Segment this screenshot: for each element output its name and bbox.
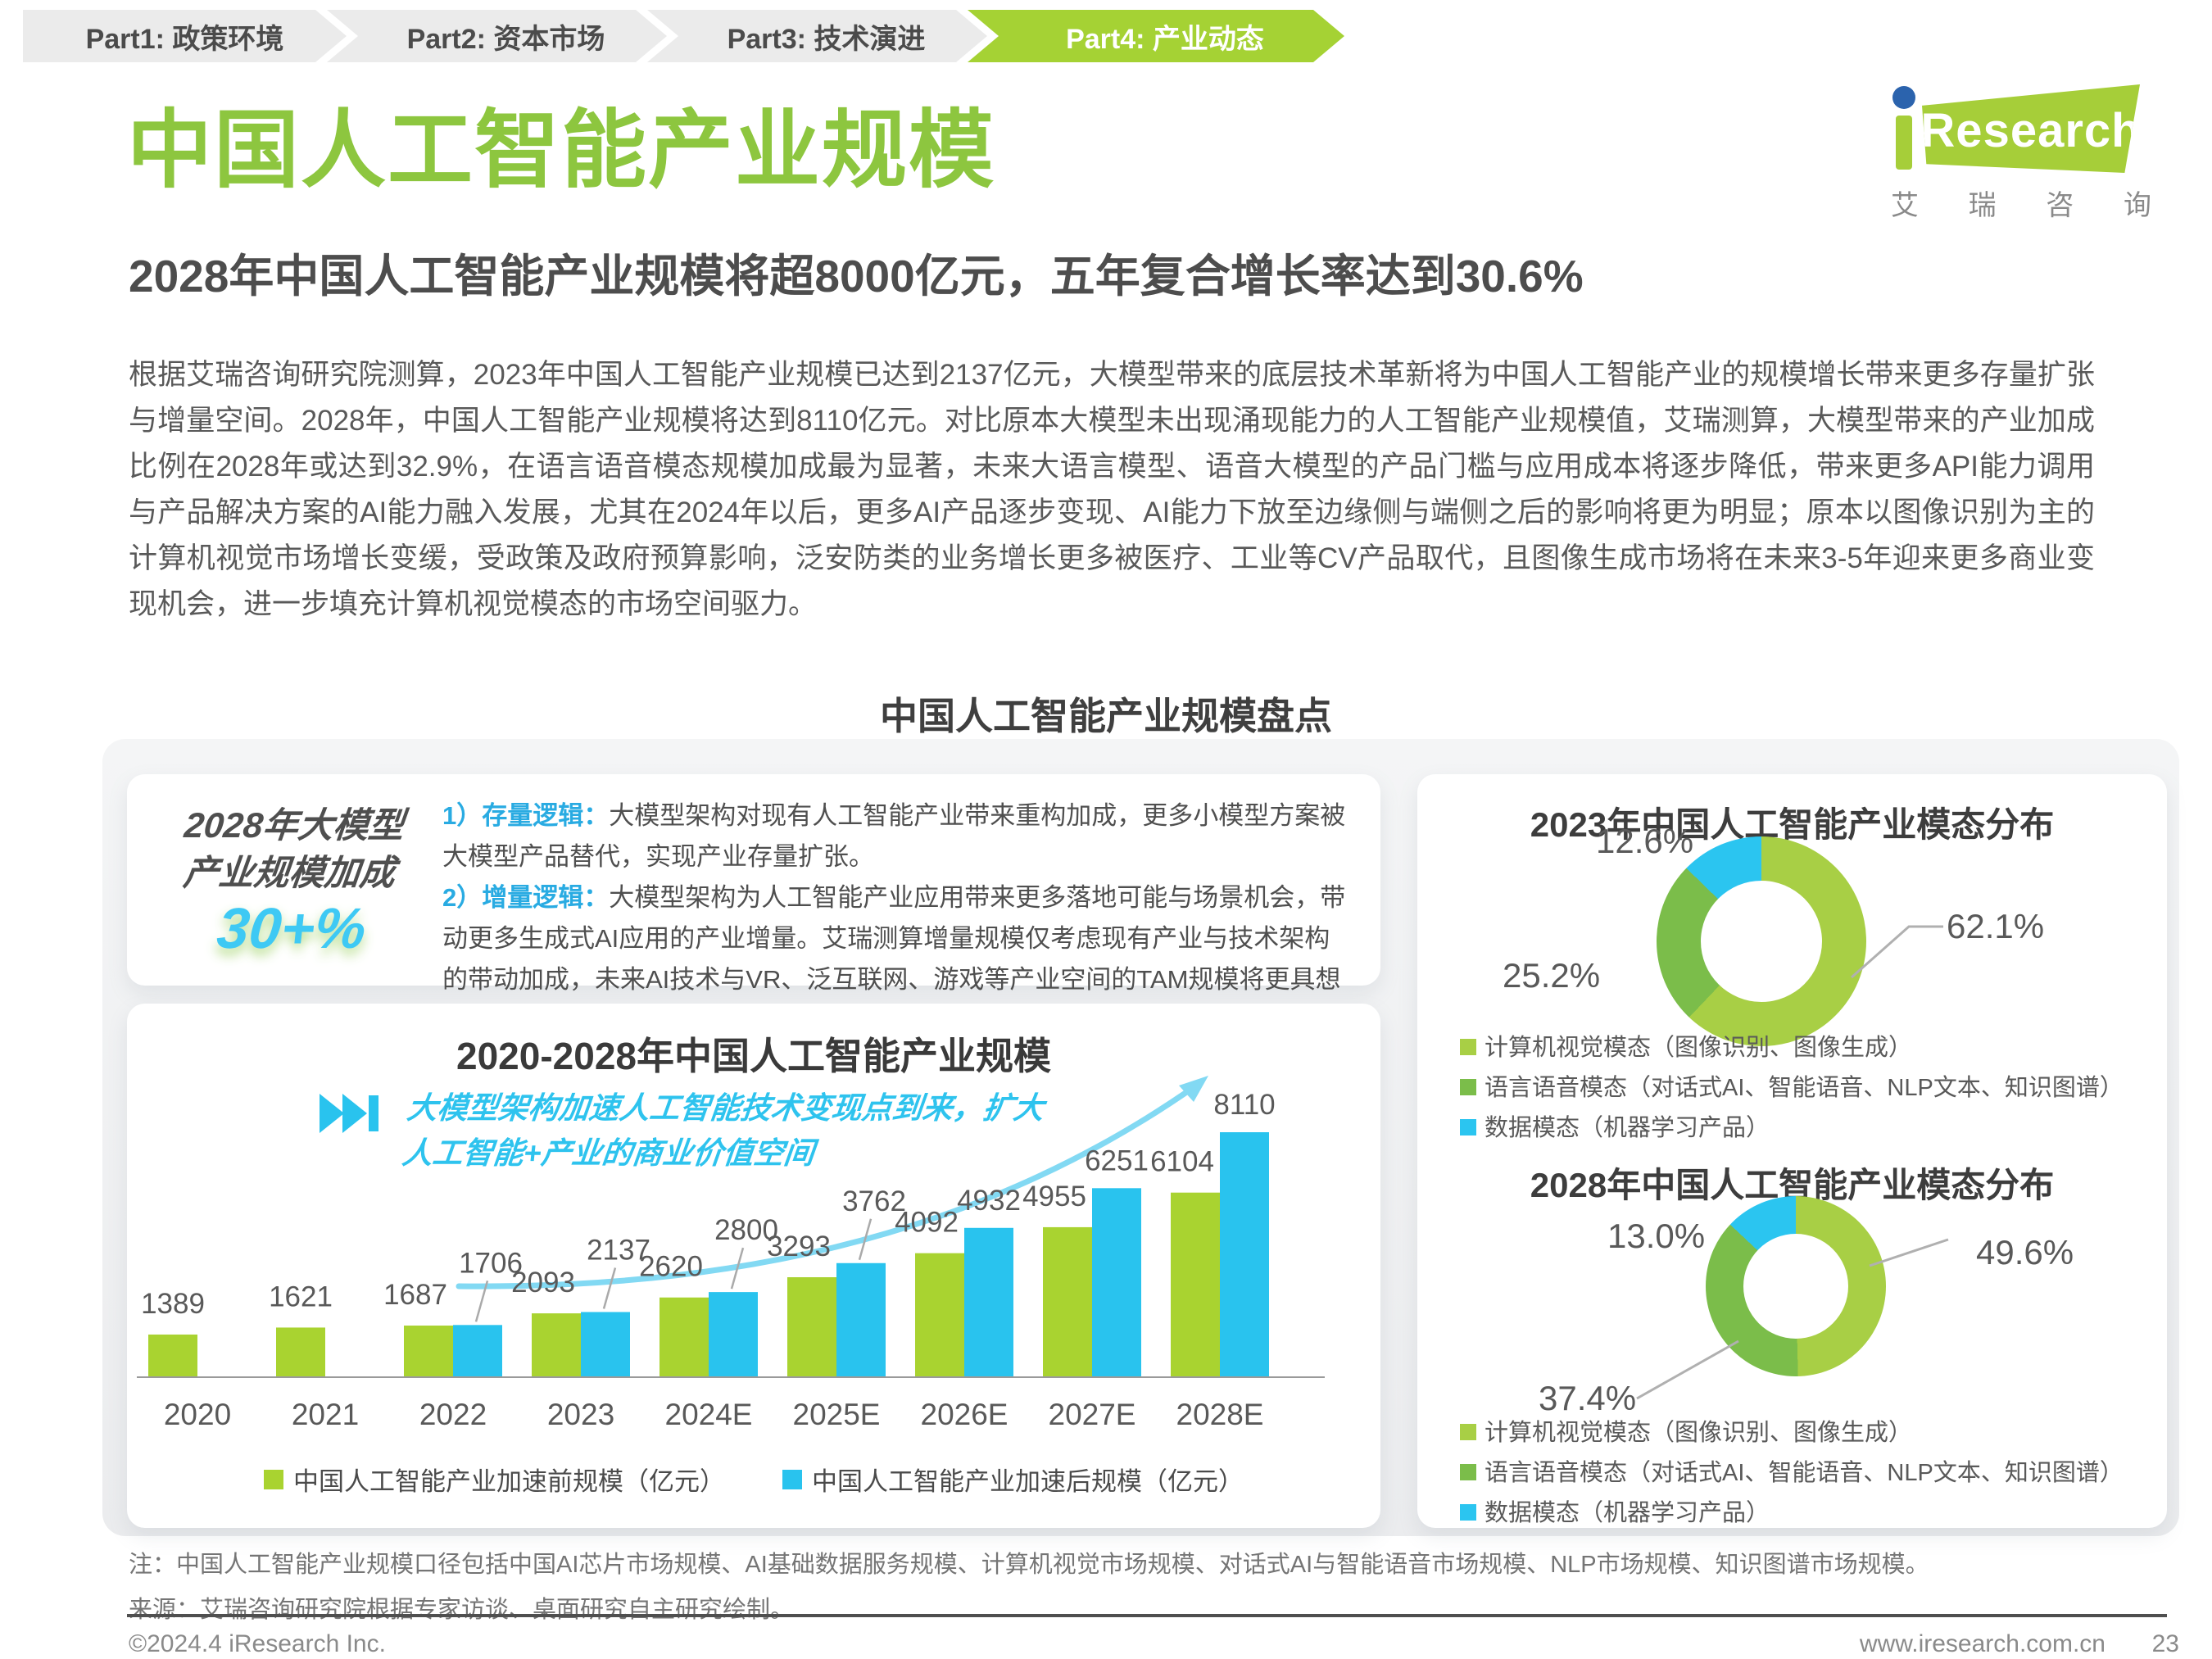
donut-2023-pct-cv: 62.1% <box>1947 907 2045 945</box>
donut-2023-chart <box>1657 836 1866 1046</box>
svg-text:2620: 2620 <box>639 1251 703 1283</box>
svg-text:2025E: 2025E <box>793 1398 881 1431</box>
info-points: 1）存量逻辑：大模型架构对现有人工智能产业带来重构加成，更多小模型方案被大模型产… <box>442 796 1353 1041</box>
legend-swatch-icon <box>1460 1039 1476 1055</box>
donut-2028-pct-data: 13.0% <box>1607 1217 1706 1255</box>
logo-i-stem-icon <box>1896 116 1912 170</box>
footer-copyright: ©2024.4 iResearch Inc. <box>129 1630 386 1657</box>
chart-annotation-text: 大模型架构加速人工智能技术变现点到来，扩大 人工智能+产业的商业价值空间 <box>400 1091 1046 1170</box>
svg-text:8110: 8110 <box>1213 1089 1275 1121</box>
info-headline: 2028年大模型 产业规模加成 <box>181 806 406 893</box>
section-title: 中国人工智能产业规模盘点 <box>880 695 1332 737</box>
footer-website: www.iresearch.com.cn <box>1859 1630 2105 1657</box>
bar-chart: 1389 2020 1621 2021 1687 1706 2022 2093 2137 2023… <box>137 1076 1325 1431</box>
donut-2023-title: 2023年中国人工智能产业模态分布 <box>1530 805 2055 844</box>
logo-banner: Research <box>1922 84 2140 173</box>
svg-text:2027E: 2027E <box>1049 1398 1136 1431</box>
svg-text:2026E: 2026E <box>921 1398 1009 1431</box>
svg-text:2022: 2022 <box>419 1398 487 1431</box>
page-number: 23 <box>2151 1630 2179 1657</box>
bar-legend-item-0: 中国人工智能产业加速前规模（亿元） <box>264 1461 725 1498</box>
footer-divider <box>127 1614 2167 1617</box>
info-point-2: 2）增量逻辑：大模型架构为人工智能产业应用带来更多落地可能与场景机会，带动更多生… <box>442 883 1346 1035</box>
donut-2023-pct-speech: 25.2% <box>1503 956 1601 995</box>
legend-swatch-icon <box>1460 1424 1476 1440</box>
svg-text:1389: 1389 <box>141 1288 205 1320</box>
nav-item-part2[interactable]: Part2: 资本市场 <box>327 10 667 62</box>
donut-2023-pct-data: 12.6% <box>1596 822 1694 860</box>
svg-text:2021: 2021 <box>292 1398 359 1431</box>
logo-brand-text: Research <box>1920 103 2142 157</box>
logo-i-dot-icon <box>1892 86 1915 109</box>
nav-item-part3[interactable]: Part3: 技术演进 <box>647 10 987 62</box>
iresearch-logo: Research 艾瑞咨询 <box>1878 78 2151 221</box>
donut-legend-item-1: 语言语音模态（对话式AI、智能语音、NLP文本、知识图谱） <box>1460 1460 2148 1486</box>
donut-2028-chart <box>1706 1196 1886 1376</box>
donut-legend-item-2: 数据模态（机器学习产品） <box>1460 1115 2148 1141</box>
donut-2028-pct-speech: 37.4% <box>1539 1379 1637 1417</box>
donut-2028-legend: 计算机视觉模态（图像识别、图像生成） 语言语音模态（对话式AI、智能语音、NLP文… <box>1460 1420 2148 1540</box>
svg-text:1706: 1706 <box>459 1247 523 1279</box>
legend-swatch-icon <box>1460 1504 1476 1521</box>
donut-legend-item-0: 计算机视觉模态（图像识别、图像生成） <box>1460 1420 2148 1446</box>
footnote: 注：中国人工智能产业规模口径包括中国AI芯片市场规模、AI基础数据服务规模、计算… <box>129 1552 1929 1578</box>
legend-swatch-icon <box>264 1469 283 1489</box>
svg-text:3762: 3762 <box>842 1185 906 1217</box>
body-paragraph: 根据艾瑞咨询研究院测算，2023年中国人工智能产业规模已达到2137亿元，大模型… <box>129 359 2095 620</box>
svg-text:6251: 6251 <box>1085 1145 1149 1176</box>
legend-swatch-icon <box>1460 1119 1476 1135</box>
info-highlight-value: 30+% <box>214 896 369 960</box>
svg-text:4955: 4955 <box>1022 1181 1086 1213</box>
svg-text:2800: 2800 <box>714 1214 778 1246</box>
page-title: 中国人工智能产业规模 <box>127 103 996 198</box>
nav-item-part4[interactable]: Part4: 产业动态 <box>968 10 1344 62</box>
donut-card: 2023年中国人工智能产业模态分布 2028年中国人工智能产业模态分布 62.1… <box>1417 774 2167 1528</box>
legend-swatch-icon <box>782 1469 802 1489</box>
donut-legend-item-1: 语言语音模态（对话式AI、智能语音、NLP文本、知识图谱） <box>1460 1075 2148 1101</box>
bar-chart-legend: 中国人工智能产业加速前规模（亿元） 中国人工智能产业加速后规模（亿元） <box>127 1461 1380 1498</box>
info-point-1: 1）存量逻辑：大模型架构对现有人工智能产业带来重构加成，更多小模型方案被大模型产… <box>442 801 1346 871</box>
svg-text:4932: 4932 <box>957 1185 1021 1217</box>
svg-text:2023: 2023 <box>547 1398 614 1431</box>
svg-text:2020: 2020 <box>164 1398 231 1431</box>
legend-swatch-icon <box>1460 1464 1476 1480</box>
svg-text:2093: 2093 <box>511 1267 575 1299</box>
svg-text:3293: 3293 <box>767 1231 831 1262</box>
svg-text:2137: 2137 <box>587 1234 650 1266</box>
info-card: 2028年大模型 产业规模加成 30+% 1）存量逻辑：大模型架构对现有人工智能… <box>127 774 1380 1035</box>
svg-text:4092: 4092 <box>895 1207 959 1239</box>
svg-text:6104: 6104 <box>1150 1146 1214 1178</box>
fast-forward-icon <box>320 1094 383 1133</box>
bar-legend-item-1: 中国人工智能产业加速后规模（亿元） <box>782 1461 1244 1498</box>
donut-2028-pct-cv: 49.6% <box>1976 1233 2074 1271</box>
svg-text:2028E: 2028E <box>1176 1398 1264 1431</box>
nav-item-part1[interactable]: Part1: 政策环境 <box>23 10 347 62</box>
donut-legend-item-0: 计算机视觉模态（图像识别、图像生成） <box>1460 1035 2148 1061</box>
page-subtitle: 2028年中国人工智能产业规模将超8000亿元，五年复合增长率达到30.6% <box>129 251 1584 301</box>
svg-text:1621: 1621 <box>269 1281 333 1312</box>
legend-swatch-icon <box>1460 1079 1476 1095</box>
breadcrumb: Part1: 政策环境 Part2: 资本市场 Part3: 技术演进 Part4: … <box>23 10 1344 62</box>
logo-chinese-name: 艾瑞咨询 <box>1891 190 2151 221</box>
source-note: 来源：艾瑞咨询研究院根据专家访谈、桌面研究自主研究绘制。 <box>129 1597 795 1623</box>
bar-chart-title: 2020-2028年中国人工智能产业规模 <box>456 1035 1051 1077</box>
donut-legend-item-2: 数据模态（机器学习产品） <box>1460 1500 2148 1526</box>
donut-2023-legend: 计算机视觉模态（图像识别、图像生成） 语言语音模态（对话式AI、智能语音、NLP文… <box>1460 1035 2148 1155</box>
svg-text:2024E: 2024E <box>665 1398 753 1431</box>
chart-annotation: 大模型架构加速人工智能技术变现点到来，扩大 人工智能+产业的商业价值空间 <box>320 1086 1045 1176</box>
svg-text:1687: 1687 <box>383 1279 447 1311</box>
bar-chart-card: 1389 2020 1621 2021 1687 1706 2022 2093 2137 2023… <box>127 1004 1380 1528</box>
